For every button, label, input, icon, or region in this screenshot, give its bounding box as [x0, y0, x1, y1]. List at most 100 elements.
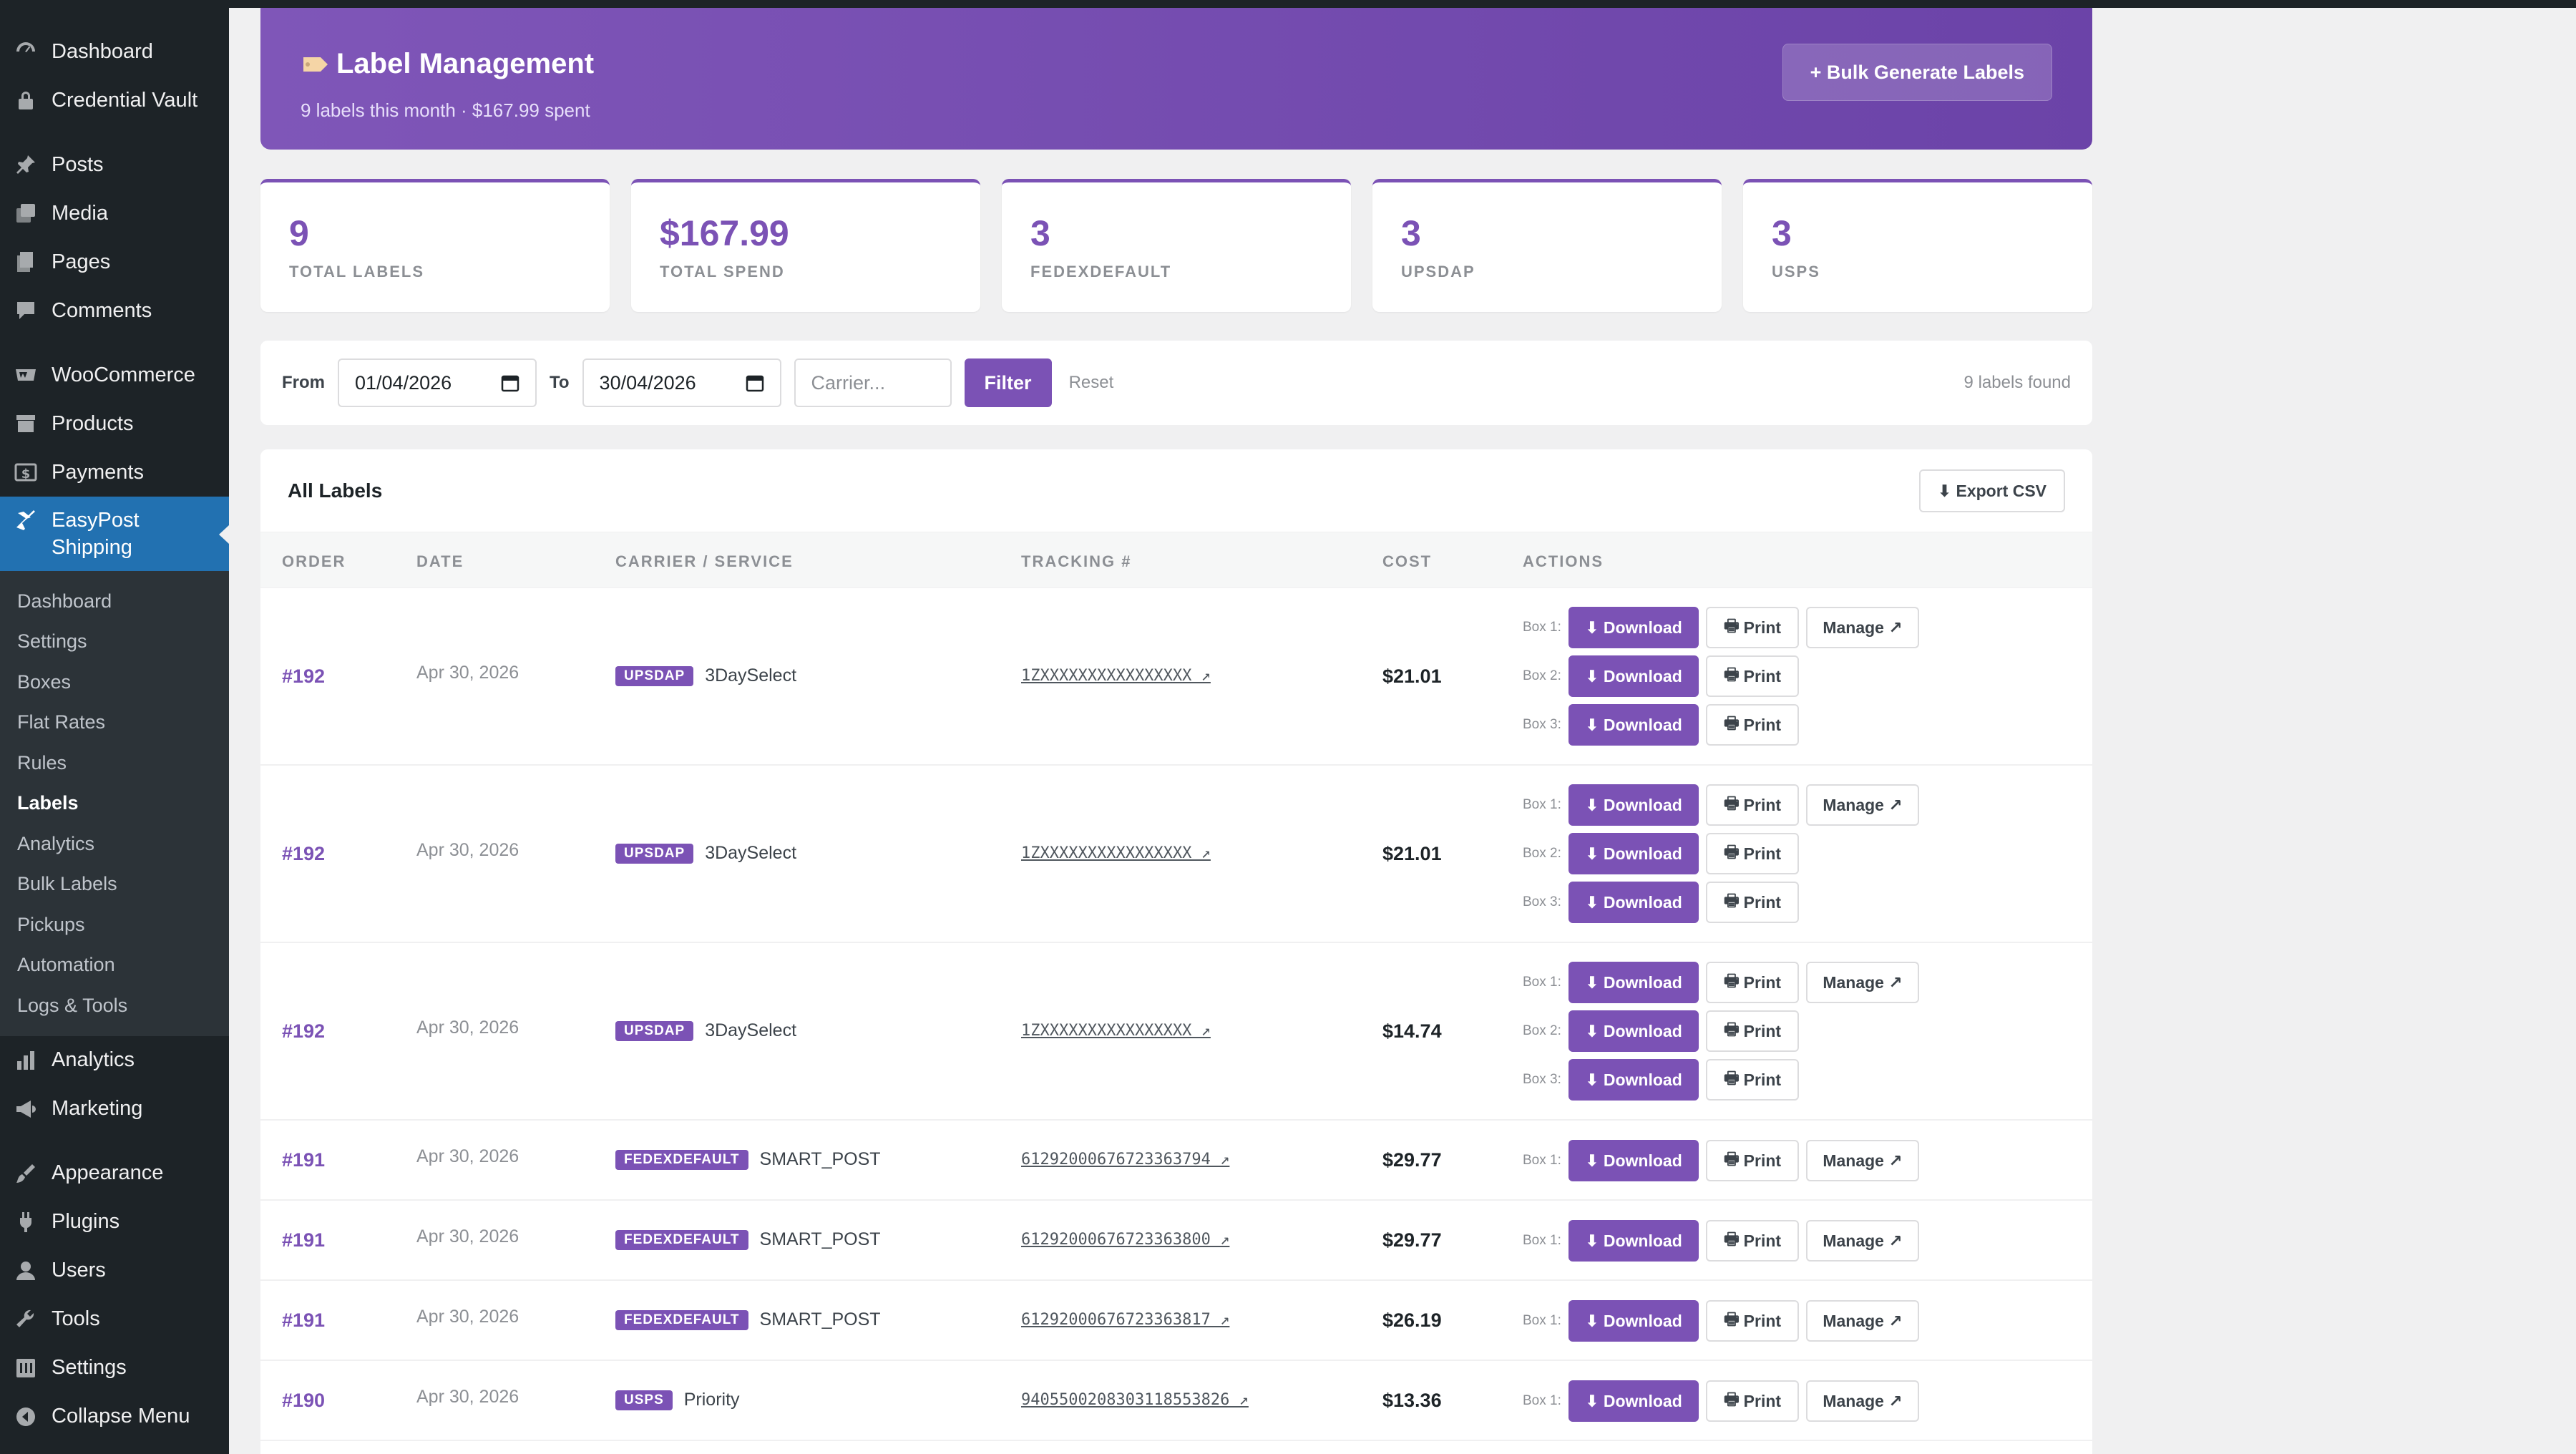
lock-icon	[13, 87, 39, 113]
download-button[interactable]: ⬇ Download	[1568, 962, 1699, 1003]
print-button[interactable]: 🖶 Print	[1706, 1380, 1799, 1422]
order-link[interactable]: #191	[282, 1309, 326, 1331]
order-link[interactable]: #192	[282, 843, 326, 864]
tracking-link[interactable]: 1ZXXXXXXXXXXXXXXXX ↗	[1021, 844, 1211, 862]
menu-item-analytics[interactable]: Analytics	[0, 1036, 229, 1085]
download-button[interactable]: ⬇ Download	[1568, 882, 1699, 923]
print-button[interactable]: 🖶 Print	[1706, 882, 1799, 923]
menu-item-dashboard[interactable]: Dashboard	[0, 27, 229, 76]
submenu-item-logs-tools[interactable]: Logs & Tools	[17, 994, 128, 1016]
menu-item-payments[interactable]: $ Payments	[0, 448, 229, 497]
labels-table-card: All Labels ⬇ Export CSV ORDER DATE CARRIER…	[260, 449, 2092, 1454]
calendar-icon[interactable]	[746, 374, 764, 392]
print-button[interactable]: 🖶 Print	[1706, 1300, 1799, 1342]
label-cost: $21.01	[1382, 665, 1442, 687]
reset-link[interactable]: Reset	[1068, 373, 1114, 392]
carrier-badge: FEDEXDEFAULT	[615, 1149, 748, 1170]
manage-button[interactable]: Manage ↗	[1806, 1300, 1919, 1342]
filter-button[interactable]: Filter	[964, 358, 1052, 407]
tracking-link[interactable]: 9405500208303118553826 ↗	[1021, 1391, 1249, 1409]
manage-button[interactable]: Manage ↗	[1806, 1380, 1919, 1422]
menu-item-tools[interactable]: Tools	[0, 1295, 229, 1344]
menu-item-products[interactable]: Products	[0, 399, 229, 448]
submenu-item-flat-rates[interactable]: Flat Rates	[17, 711, 106, 733]
submenu-item-analytics[interactable]: Analytics	[17, 832, 95, 854]
download-button[interactable]: ⬇ Download	[1568, 1010, 1699, 1052]
submenu-item-boxes[interactable]: Boxes	[17, 670, 72, 693]
menu-item-users[interactable]: Users	[0, 1246, 229, 1295]
menu-item-label: Dashboard	[52, 39, 153, 63]
manage-button[interactable]: Manage ↗	[1806, 1140, 1919, 1181]
submenu-item-bulk-labels[interactable]: Bulk Labels	[17, 873, 117, 895]
menu-item-appearance[interactable]: Appearance	[0, 1149, 229, 1198]
printer-icon: 🖶	[1723, 1148, 1740, 1168]
carrier-service: UPSDAP 3DaySelect	[615, 843, 796, 864]
manage-button[interactable]: Manage ↗	[1806, 607, 1919, 648]
stat-card: 9 TOTAL LABELS	[260, 179, 610, 312]
order-link[interactable]: #190	[282, 1390, 326, 1411]
carrier-service: FEDEXDEFAULT SMART_POST	[615, 1229, 881, 1250]
tracking-link[interactable]: 1ZXXXXXXXXXXXXXXXX ↗	[1021, 667, 1211, 685]
download-button[interactable]: ⬇ Download	[1568, 607, 1699, 648]
menu-item-plugins[interactable]: Plugins	[0, 1198, 229, 1246]
tracking-link[interactable]: 61292000676723363794 ↗	[1021, 1151, 1230, 1168]
download-button[interactable]: ⬇ Download	[1568, 1140, 1699, 1181]
from-label: From	[282, 373, 325, 392]
download-button[interactable]: ⬇ Download	[1568, 1380, 1699, 1422]
menu-item-label: WooCommerce	[52, 363, 195, 386]
tracking-link[interactable]: 1ZXXXXXXXXXXXXXXXX ↗	[1021, 1022, 1211, 1040]
submenu-item-labels[interactable]: Labels	[17, 792, 79, 814]
print-button[interactable]: 🖶 Print	[1706, 655, 1799, 697]
menu-label-line: Shipping	[52, 536, 132, 559]
from-date-input[interactable]: 01/04/2026	[338, 358, 537, 407]
print-button[interactable]: 🖶 Print	[1706, 1059, 1799, 1101]
menu-item-media[interactable]: Media	[0, 189, 229, 238]
filter-bar: From 01/04/2026 To 30/04/2026 Carrier...…	[260, 341, 2092, 425]
download-button[interactable]: ⬇ Download	[1568, 704, 1699, 746]
submenu-item-settings[interactable]: Settings	[17, 630, 87, 653]
download-button[interactable]: ⬇ Download	[1568, 1220, 1699, 1262]
table-row: #191 Apr 30, 2026 FEDEXDEFAULT SMART_POST 61…	[260, 1201, 2092, 1281]
carrier-input[interactable]: Carrier...	[794, 358, 952, 407]
menu-item-comments[interactable]: Comments	[0, 286, 229, 335]
menu-item-posts[interactable]: Posts	[0, 140, 229, 189]
to-date-input[interactable]: 30/04/2026	[582, 358, 781, 407]
print-button[interactable]: 🖶 Print	[1706, 1220, 1799, 1262]
menu-item-collapse-menu[interactable]: Collapse Menu	[0, 1392, 229, 1441]
print-button[interactable]: 🖶 Print	[1706, 962, 1799, 1003]
submenu-item-pickups[interactable]: Pickups	[17, 913, 85, 935]
download-button[interactable]: ⬇ Download	[1568, 655, 1699, 697]
calendar-icon[interactable]	[501, 374, 519, 392]
export-csv-button[interactable]: ⬇ Export CSV	[1918, 469, 2065, 512]
menu-item-credential-vault[interactable]: Credential Vault	[0, 76, 229, 125]
print-button[interactable]: 🖶 Print	[1706, 833, 1799, 874]
order-link[interactable]: #191	[282, 1149, 326, 1171]
order-link[interactable]: #192	[282, 1020, 326, 1042]
tracking-link[interactable]: 61292000676723363800 ↗	[1021, 1231, 1230, 1249]
bulk-generate-button[interactable]: + Bulk Generate Labels	[1782, 44, 2052, 101]
manage-button[interactable]: Manage ↗	[1806, 1220, 1919, 1262]
table-row: #190 Apr 30, 2026 USPS Priority 940550020830…	[260, 1361, 2092, 1441]
tracking-link[interactable]: 61292000676723363817 ↗	[1021, 1311, 1230, 1329]
print-button[interactable]: 🖶 Print	[1706, 607, 1799, 648]
manage-button[interactable]: Manage ↗	[1806, 962, 1919, 1003]
print-button[interactable]: 🖶 Print	[1706, 784, 1799, 826]
print-button[interactable]: 🖶 Print	[1706, 704, 1799, 746]
submenu-item-rules[interactable]: Rules	[17, 751, 67, 774]
submenu-item-automation[interactable]: Automation	[17, 954, 115, 976]
print-button[interactable]: 🖶 Print	[1706, 1010, 1799, 1052]
manage-button[interactable]: Manage ↗	[1806, 784, 1919, 826]
menu-item-pages[interactable]: Pages	[0, 238, 229, 286]
order-link[interactable]: #191	[282, 1229, 326, 1251]
menu-item-settings[interactable]: Settings	[0, 1344, 229, 1392]
menu-item-easypost-shipping[interactable]: EasyPost Shipping	[0, 497, 229, 571]
download-button[interactable]: ⬇ Download	[1568, 1300, 1699, 1342]
print-button[interactable]: 🖶 Print	[1706, 1140, 1799, 1181]
submenu-item-dashboard[interactable]: Dashboard	[17, 590, 112, 612]
download-button[interactable]: ⬇ Download	[1568, 1059, 1699, 1101]
menu-item-woocommerce[interactable]: WooCommerce	[0, 351, 229, 399]
download-button[interactable]: ⬇ Download	[1568, 784, 1699, 826]
order-link[interactable]: #192	[282, 665, 326, 687]
menu-item-marketing[interactable]: Marketing	[0, 1085, 229, 1133]
download-button[interactable]: ⬇ Download	[1568, 833, 1699, 874]
